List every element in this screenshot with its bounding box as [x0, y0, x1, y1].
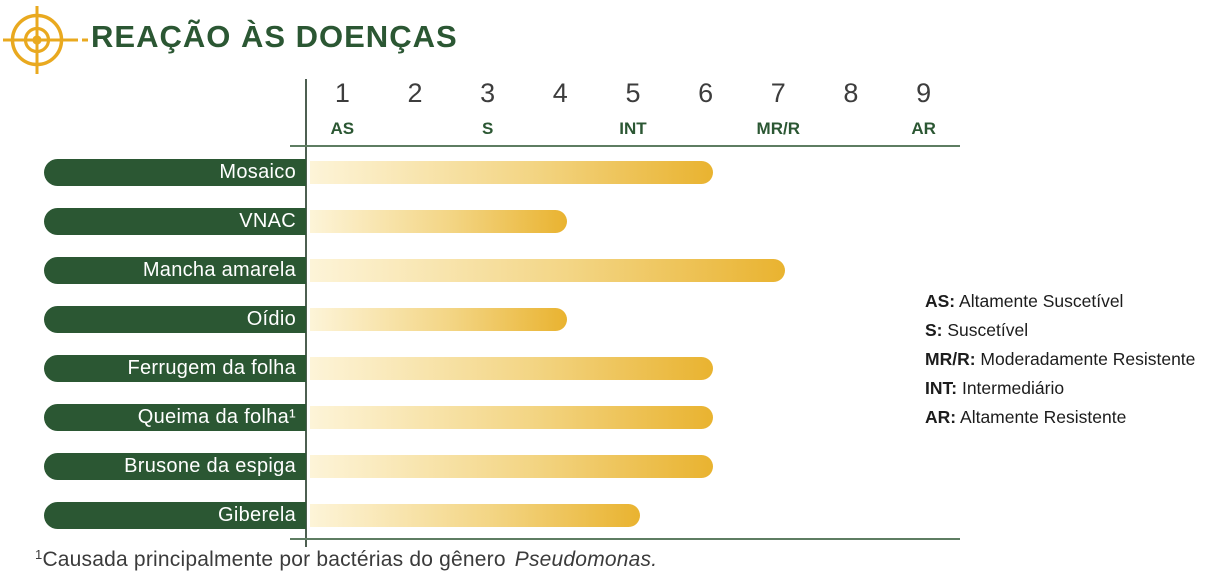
category-pill: Brusone da espiga — [44, 453, 306, 480]
x-zone-label: INT — [619, 119, 647, 138]
legend-item: INT: Intermediário — [925, 378, 1195, 399]
footnote-italic-term: Pseudomonas. — [514, 548, 658, 571]
category-label: Brusone da espiga — [124, 455, 296, 477]
chart-row: Brusone da espiga — [0, 453, 1205, 480]
x-zone-label: AS — [330, 119, 355, 138]
chart-row: Mosaico — [0, 159, 1205, 186]
value-bar — [310, 259, 786, 282]
x-tick: 6 — [698, 78, 714, 108]
value-bar — [310, 357, 713, 380]
chart-top-border — [290, 145, 960, 147]
legend-text: Altamente Resistente — [960, 407, 1127, 427]
value-bar — [310, 210, 568, 233]
target-crosshair-icon — [3, 6, 88, 74]
footnote-superscript: 1 — [35, 547, 43, 562]
value-bar — [310, 161, 713, 184]
x-zone-label: MR/R — [756, 119, 801, 138]
footnote: 1Causada principalmente por bactérias do… — [35, 547, 657, 572]
chart-row: VNAC — [0, 208, 1205, 235]
category-label: Ferrugem da folha — [127, 357, 296, 379]
legend-text: Suscetível — [947, 320, 1029, 340]
category-label: Queima da folha¹ — [137, 406, 296, 428]
category-label: Mancha amarela — [142, 259, 296, 281]
legend-item: S: Suscetível — [925, 320, 1195, 341]
category-label: VNAC — [239, 210, 296, 232]
category-pill: Oídio — [44, 306, 306, 333]
x-zone-label: AR — [911, 119, 936, 138]
category-pill: Queima da folha¹ — [44, 404, 306, 431]
chart-row: Giberela — [0, 502, 1205, 529]
x-tick: 5 — [625, 78, 641, 108]
x-zone-label: S — [481, 119, 494, 138]
category-pill: Mancha amarela — [44, 257, 306, 284]
x-tick: 3 — [480, 78, 496, 108]
x-tick: 1 — [334, 78, 350, 108]
chart-bottom-border — [290, 538, 960, 540]
legend-abbr: S: — [925, 320, 943, 340]
value-bar — [310, 308, 568, 331]
category-label: Mosaico — [219, 161, 296, 183]
legend-abbr: AS: — [925, 291, 956, 311]
x-tick: 7 — [770, 78, 786, 108]
legend-text: Intermediário — [961, 378, 1065, 398]
legend-item: AR: Altamente Resistente — [925, 407, 1195, 428]
legend-item: MR/R: Moderadamente Resistente — [925, 349, 1195, 370]
footnote-text: Causada principalmente por bactérias do … — [42, 548, 506, 571]
legend-text: Altamente Suscetível — [959, 291, 1124, 311]
x-tick: 9 — [916, 78, 932, 108]
page-title: REAÇÃO ÀS DOENÇAS — [91, 19, 458, 54]
x-tick: 8 — [843, 78, 859, 108]
value-bar — [310, 406, 713, 429]
chart-row: Ferrugem da folha — [0, 355, 1205, 382]
category-label: Giberela — [218, 504, 296, 526]
x-tick: 4 — [552, 78, 568, 108]
legend: AS: Altamente Suscetível S: Suscetível M… — [925, 291, 1195, 436]
legend-item: AS: Altamente Suscetível — [925, 291, 1195, 312]
y-axis-line — [305, 79, 307, 547]
value-bar — [310, 504, 640, 527]
chart-row: Queima da folha¹ — [0, 404, 1205, 431]
category-pill: VNAC — [44, 208, 306, 235]
legend-abbr: MR/R: — [925, 349, 976, 369]
category-pill: Giberela — [44, 502, 306, 529]
value-bar — [310, 455, 713, 478]
legend-text: Moderadamente Resistente — [980, 349, 1196, 369]
chart-row: Mancha amarela — [0, 257, 1205, 284]
chart-row: Oídio — [0, 306, 1205, 333]
legend-abbr: INT: — [925, 378, 958, 398]
category-label: Oídio — [246, 308, 296, 330]
x-tick: 2 — [407, 78, 423, 108]
legend-abbr: AR: — [925, 407, 957, 427]
category-pill: Mosaico — [44, 159, 306, 186]
category-pill: Ferrugem da folha — [44, 355, 306, 382]
